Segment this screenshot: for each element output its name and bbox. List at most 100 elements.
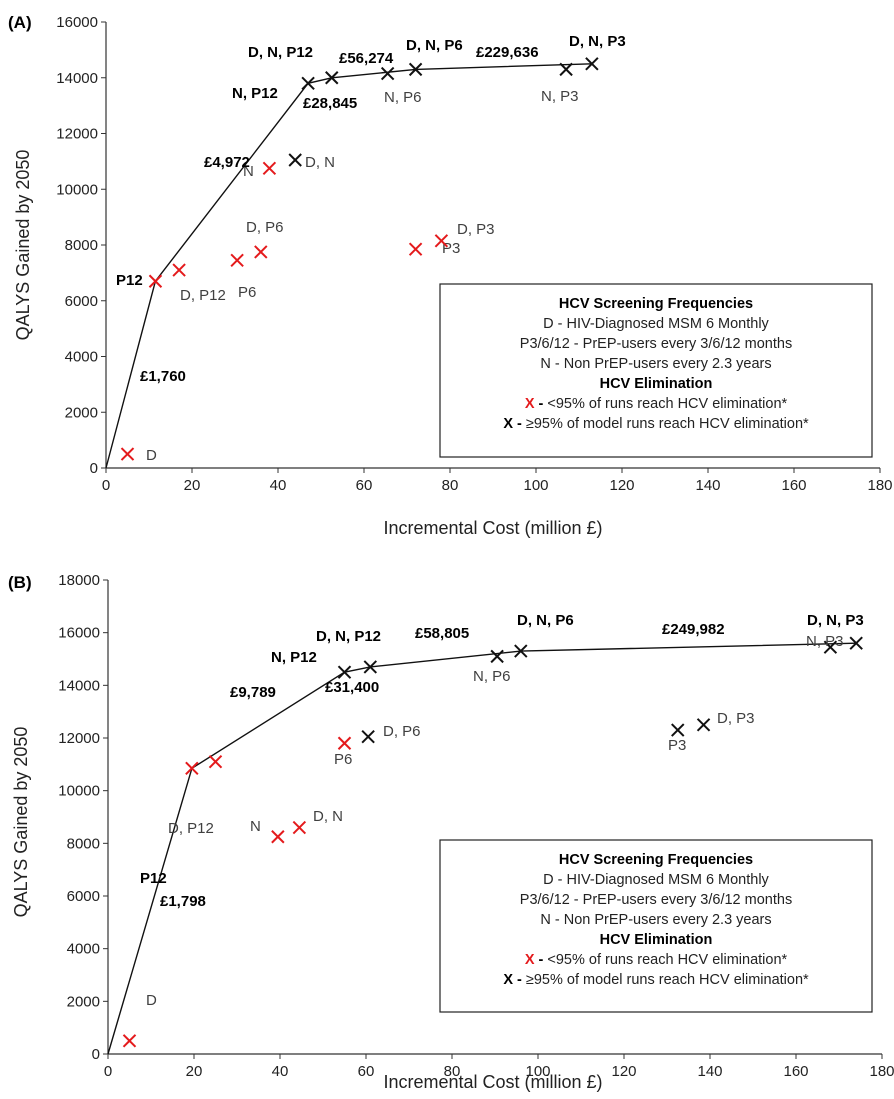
point-label-n-p12: N, P12 xyxy=(271,649,317,666)
point-marker-d-n-p12 xyxy=(325,71,339,85)
x-tick-label: 20 xyxy=(184,477,201,494)
marker-stroke xyxy=(337,736,352,750)
point-label-d: D xyxy=(146,992,157,1009)
x-tick-label: 160 xyxy=(783,1063,808,1080)
point-label-n-p3: N, P3 xyxy=(806,633,844,650)
marker-stroke xyxy=(585,57,599,71)
legend-line: D - HIV-Diagnosed MSM 6 Monthly xyxy=(543,316,769,332)
point-marker-n-p12 xyxy=(337,665,352,679)
point-label-d-n-p6: D, N, P6 xyxy=(517,612,574,629)
marker-stroke xyxy=(122,1034,137,1048)
legend-title: HCV Screening Frequencies xyxy=(559,852,753,868)
icer-label: £58,805 xyxy=(415,625,469,642)
point-marker-n-p6 xyxy=(380,66,395,81)
y-tick-label: 10000 xyxy=(56,181,98,198)
legend-line: N - Non PrEP-users every 2.3 years xyxy=(540,356,771,372)
marker-stroke xyxy=(849,636,863,650)
marker-stroke xyxy=(380,66,395,81)
y-tick-label: 4000 xyxy=(67,941,100,958)
panel-label: (B) xyxy=(8,573,32,592)
icer-label: £56,274 xyxy=(339,50,394,67)
point-label-p12: P12 xyxy=(140,870,167,887)
legend-box xyxy=(439,839,873,1013)
icer-label: £31,400 xyxy=(325,679,379,696)
marker-stroke xyxy=(559,62,573,77)
y-tick-label: 14000 xyxy=(58,677,100,694)
point-marker-p12 xyxy=(148,274,163,288)
point-label-d-p12: D, P12 xyxy=(168,820,214,837)
marker-stroke xyxy=(208,754,223,769)
icer-label: £4,972 xyxy=(204,154,250,171)
legend-item-connector: - xyxy=(535,396,548,412)
x-tick-label: 80 xyxy=(442,477,459,494)
point-label-d-p6: D, P6 xyxy=(383,723,421,740)
marker-stroke xyxy=(671,723,685,737)
x-tick-label: 180 xyxy=(869,1063,894,1080)
legend-item-marker: X xyxy=(525,396,535,412)
x-tick-label: 60 xyxy=(358,1063,375,1080)
y-tick-label: 2000 xyxy=(65,404,98,421)
point-label-d-n-p12: D, N, P12 xyxy=(248,44,313,61)
frontier-line xyxy=(107,642,857,1055)
y-tick-label: 6000 xyxy=(65,293,98,310)
legend-item-marker: X xyxy=(503,416,513,432)
legend-item: X - <95% of runs reach HCV elimination* xyxy=(525,952,788,968)
point-marker-n-p6 xyxy=(490,649,504,664)
icer-label: £249,982 xyxy=(662,621,725,638)
legend-subtitle: HCV Elimination xyxy=(600,932,713,948)
y-axis-label: QALYS Gained by 2050 xyxy=(11,727,31,918)
x-tick-label: 0 xyxy=(104,1063,112,1080)
point-marker-p3 xyxy=(408,242,423,256)
x-tick-label: 100 xyxy=(525,1063,550,1080)
point-label-d-p12: D, P12 xyxy=(180,287,226,304)
point-label-n-p12: N, P12 xyxy=(232,85,278,102)
point-marker-n-p3 xyxy=(559,62,573,77)
marker-stroke xyxy=(514,644,528,658)
y-tick-label: 4000 xyxy=(65,349,98,366)
marker-stroke xyxy=(271,830,285,844)
legend-item-text: <95% of runs reach HCV elimination* xyxy=(547,952,787,968)
point-label-p3: P3 xyxy=(668,737,686,754)
icer-label: £229,636 xyxy=(476,44,539,61)
marker-stroke xyxy=(230,253,244,268)
legend-line: P3/6/12 - PrEP-users every 3/6/12 months xyxy=(520,336,792,352)
marker-stroke xyxy=(696,718,711,732)
point-marker-d-n-p3 xyxy=(585,57,599,71)
point-label-n-p6: N, P6 xyxy=(384,89,422,106)
x-tick-label: 140 xyxy=(695,477,720,494)
icer-label: £1,760 xyxy=(140,368,186,385)
x-axis-label: Incremental Cost (million £) xyxy=(383,1072,602,1092)
point-marker-p12 xyxy=(185,761,199,775)
point-label-p12: P12 xyxy=(116,272,143,289)
marker-stroke xyxy=(120,447,135,461)
x-tick-label: 160 xyxy=(781,477,806,494)
legend-item-connector: - xyxy=(535,952,548,968)
legend-item-text: ≥95% of model runs reach HCV elimination… xyxy=(526,416,809,432)
legend: HCV Screening Frequencies D - HIV-Diagnos… xyxy=(439,839,873,1013)
y-tick-label: 8000 xyxy=(65,237,98,254)
legend-item-text: <95% of runs reach HCV elimination* xyxy=(547,396,787,412)
point-marker-d-n-p12 xyxy=(363,660,378,674)
y-tick-label: 12000 xyxy=(56,126,98,143)
legend-item-marker: X xyxy=(503,972,513,988)
point-marker-d-p6 xyxy=(361,729,375,744)
x-tick-label: 0 xyxy=(102,477,110,494)
y-tick-label: 14000 xyxy=(56,70,98,87)
marker-stroke xyxy=(292,820,307,835)
point-label-d-p3: D, P3 xyxy=(457,221,495,238)
legend: HCV Screening Frequencies D - HIV-Diagnos… xyxy=(439,283,873,458)
point-marker-n xyxy=(271,830,285,844)
point-label-p6: P6 xyxy=(238,284,256,301)
marker-stroke xyxy=(408,242,423,256)
point-label-d-n: D, N xyxy=(305,154,335,171)
marker-stroke xyxy=(288,153,302,167)
marker-stroke xyxy=(262,161,277,176)
point-marker-d-p3 xyxy=(434,234,449,248)
point-marker-n-p12 xyxy=(301,76,315,91)
marker-stroke xyxy=(408,62,423,77)
y-tick-label: 16000 xyxy=(58,625,100,642)
point-label-d-p3: D, P3 xyxy=(717,710,755,727)
point-marker-d-p12 xyxy=(172,263,186,277)
legend-line: P3/6/12 - PrEP-users every 3/6/12 months xyxy=(520,892,792,908)
point-marker-p6 xyxy=(230,253,244,268)
